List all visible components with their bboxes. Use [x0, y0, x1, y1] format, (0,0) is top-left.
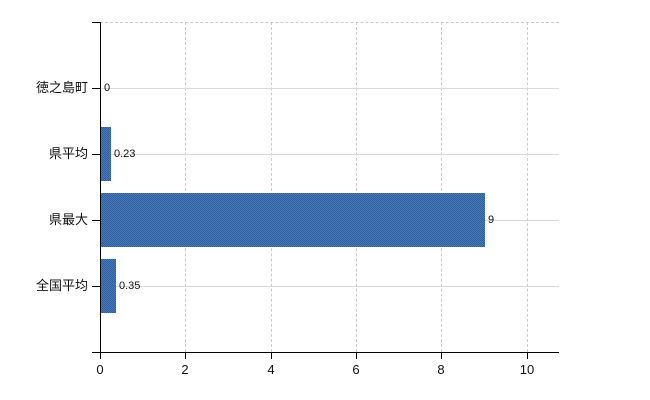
gridline-horizontal: [101, 286, 559, 287]
x-tick-label: 2: [181, 362, 189, 377]
bar: [101, 193, 485, 247]
y-tick: [92, 22, 100, 23]
x-tick-label: 6: [352, 362, 360, 377]
gridline-horizontal: [101, 88, 559, 89]
x-tick: [185, 353, 186, 359]
bar-value-label: 9: [488, 214, 495, 226]
y-axis-line: [100, 22, 101, 352]
bar-value-label: 0.35: [119, 280, 141, 292]
category-label: 県最大: [48, 212, 88, 227]
bar-value-label: 0.23: [114, 148, 136, 160]
x-tick-label: 8: [437, 362, 445, 377]
x-tick-label: 10: [519, 362, 535, 377]
gridline-vertical: [527, 22, 528, 352]
x-tick-label: 0: [96, 362, 104, 377]
gridline-vertical: [271, 22, 272, 352]
gridline-vertical: [356, 22, 357, 352]
x-tick: [527, 353, 528, 359]
bar: [101, 259, 116, 313]
x-axis-line: [92, 352, 559, 353]
x-tick-label: 4: [267, 362, 275, 377]
bar-value-label: 0: [104, 82, 111, 94]
y-tick: [92, 220, 100, 221]
category-label: 徳之島町: [35, 80, 88, 95]
category-label: 全国平均: [35, 278, 88, 293]
y-tick: [92, 286, 100, 287]
gridline-vertical: [441, 22, 442, 352]
y-tick: [92, 88, 100, 89]
category-label: 県平均: [48, 146, 88, 161]
plot-top-border: [100, 22, 559, 23]
x-tick: [271, 353, 272, 359]
x-tick: [356, 353, 357, 359]
bar: [101, 127, 111, 181]
x-tick: [100, 353, 101, 359]
gridline-vertical: [185, 22, 186, 352]
y-tick: [92, 154, 100, 155]
gridline-horizontal: [101, 154, 559, 155]
x-tick: [441, 353, 442, 359]
